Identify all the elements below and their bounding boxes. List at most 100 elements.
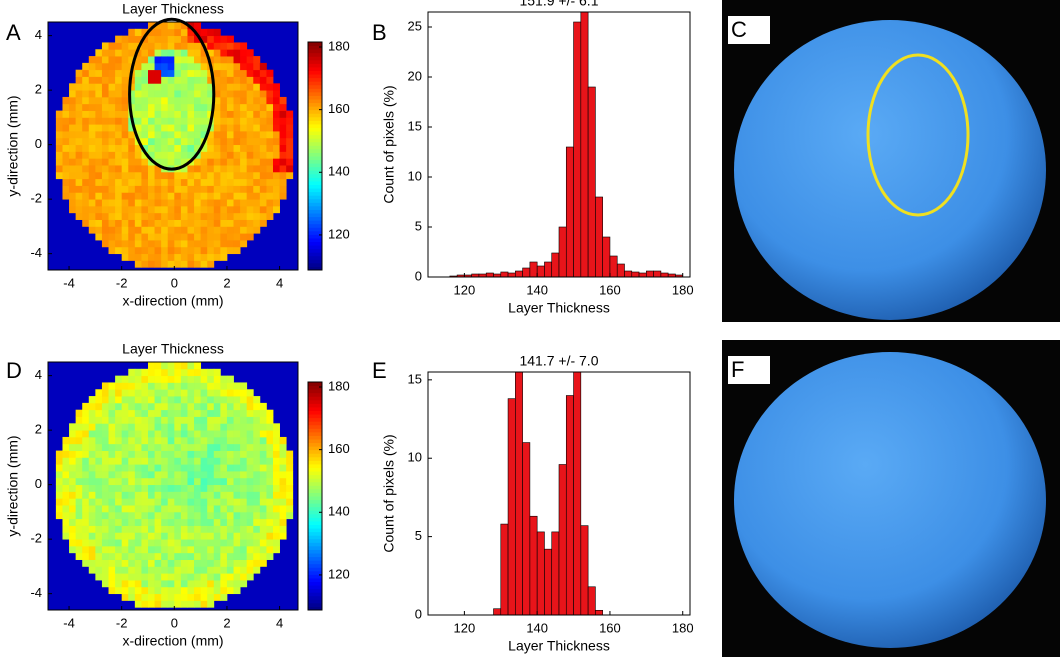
heat-cell [226, 49, 234, 57]
colorbar-step [308, 428, 322, 433]
heat-cell [134, 158, 142, 166]
heat-cell [213, 240, 221, 248]
heat-cell [115, 90, 123, 98]
heat-cell [233, 83, 241, 91]
heat-cell [266, 158, 274, 166]
heat-cell [101, 83, 109, 91]
heat-cell [266, 96, 274, 105]
heat-cell [141, 511, 149, 520]
heat-cell [246, 389, 254, 397]
y-tick-label: 0 [35, 136, 42, 151]
heat-cell [95, 409, 103, 417]
heat-cell [88, 185, 96, 193]
heat-cell [108, 117, 116, 125]
heat-cell [108, 103, 116, 111]
heat-cell [207, 246, 215, 255]
heat-cell [194, 566, 202, 574]
heat-cell [226, 192, 234, 200]
heat-cell [194, 199, 202, 207]
heat-cell [69, 505, 77, 513]
heat-cell [134, 103, 142, 111]
heat-cell [161, 539, 169, 547]
heat-cell [115, 491, 123, 499]
colorbar-step [308, 520, 322, 525]
heat-cell [194, 90, 202, 98]
heat-cell [148, 539, 155, 547]
heat-cell [167, 151, 175, 159]
bar [595, 196, 603, 277]
heat-cell [88, 443, 96, 451]
heat-cell [174, 205, 182, 214]
heat-cell [75, 545, 83, 554]
heat-cell [207, 457, 215, 465]
heat-cell [253, 192, 261, 200]
heat-cell [75, 117, 83, 125]
heat-cell [187, 205, 195, 214]
heat-cell [180, 525, 188, 533]
heat-cell [161, 430, 169, 438]
heat-cell [141, 600, 149, 608]
heat-cell [134, 532, 142, 540]
heat-cell [95, 110, 103, 118]
heat-cell [286, 117, 294, 125]
heat-cell [246, 511, 254, 520]
heat-cell [148, 471, 155, 479]
heat-cell [167, 205, 175, 214]
colorbar-step [308, 488, 322, 493]
heat-cell [148, 518, 155, 526]
heat-cell [167, 171, 175, 180]
heat-cell [161, 96, 169, 105]
heat-cell [88, 124, 96, 132]
heat-cell [207, 511, 215, 520]
heat-cell [82, 450, 90, 458]
heat-cell [213, 450, 221, 458]
heat-cell [148, 402, 155, 411]
heat-cell [240, 423, 248, 431]
heat-cell [194, 117, 202, 125]
heat-cell [128, 42, 136, 50]
heat-cell [200, 402, 208, 411]
chart-title: 151.9 +/- 6.1 [519, 0, 598, 9]
heat-cell [174, 110, 182, 118]
heat-cell [253, 471, 261, 479]
heat-cell [115, 450, 123, 458]
heat-cell [75, 525, 83, 533]
x-tick-label: 120 [454, 620, 476, 635]
heat-cell [180, 484, 188, 492]
x-tick-label: 2 [223, 615, 230, 630]
heat-cell [273, 477, 280, 486]
heat-cell [207, 436, 215, 445]
heat-cell [187, 117, 195, 125]
heat-cell [95, 69, 103, 77]
heat-cell [220, 511, 228, 520]
heat-cell [200, 62, 208, 71]
heat-cell [108, 171, 116, 180]
heat-cell [108, 498, 116, 506]
heat-cell [88, 110, 96, 118]
heat-cell [121, 192, 129, 200]
heat-cell [115, 375, 123, 383]
heat-cell [134, 402, 142, 411]
heat-cell [154, 69, 162, 77]
heat-cell [253, 532, 261, 540]
colorbar-step [308, 77, 322, 82]
heat-cell [180, 240, 188, 248]
heat-cell [115, 559, 123, 567]
heat-cell [95, 165, 103, 173]
heat-cell [55, 117, 63, 125]
heat-cell [101, 396, 109, 404]
heat-cell [240, 226, 248, 234]
heat-cell [141, 566, 149, 574]
colorbar-step [308, 503, 322, 508]
heat-cell [82, 110, 90, 118]
heat-cell [101, 226, 109, 234]
heat-cell [220, 110, 228, 118]
heat-cell [240, 409, 248, 417]
bar [580, 525, 589, 615]
heat-cell [141, 532, 149, 540]
heat-cell [259, 518, 267, 526]
heat-cell [246, 56, 254, 64]
heat-cell [88, 552, 96, 560]
heat-cell [161, 260, 169, 268]
heat-cell [259, 464, 267, 472]
